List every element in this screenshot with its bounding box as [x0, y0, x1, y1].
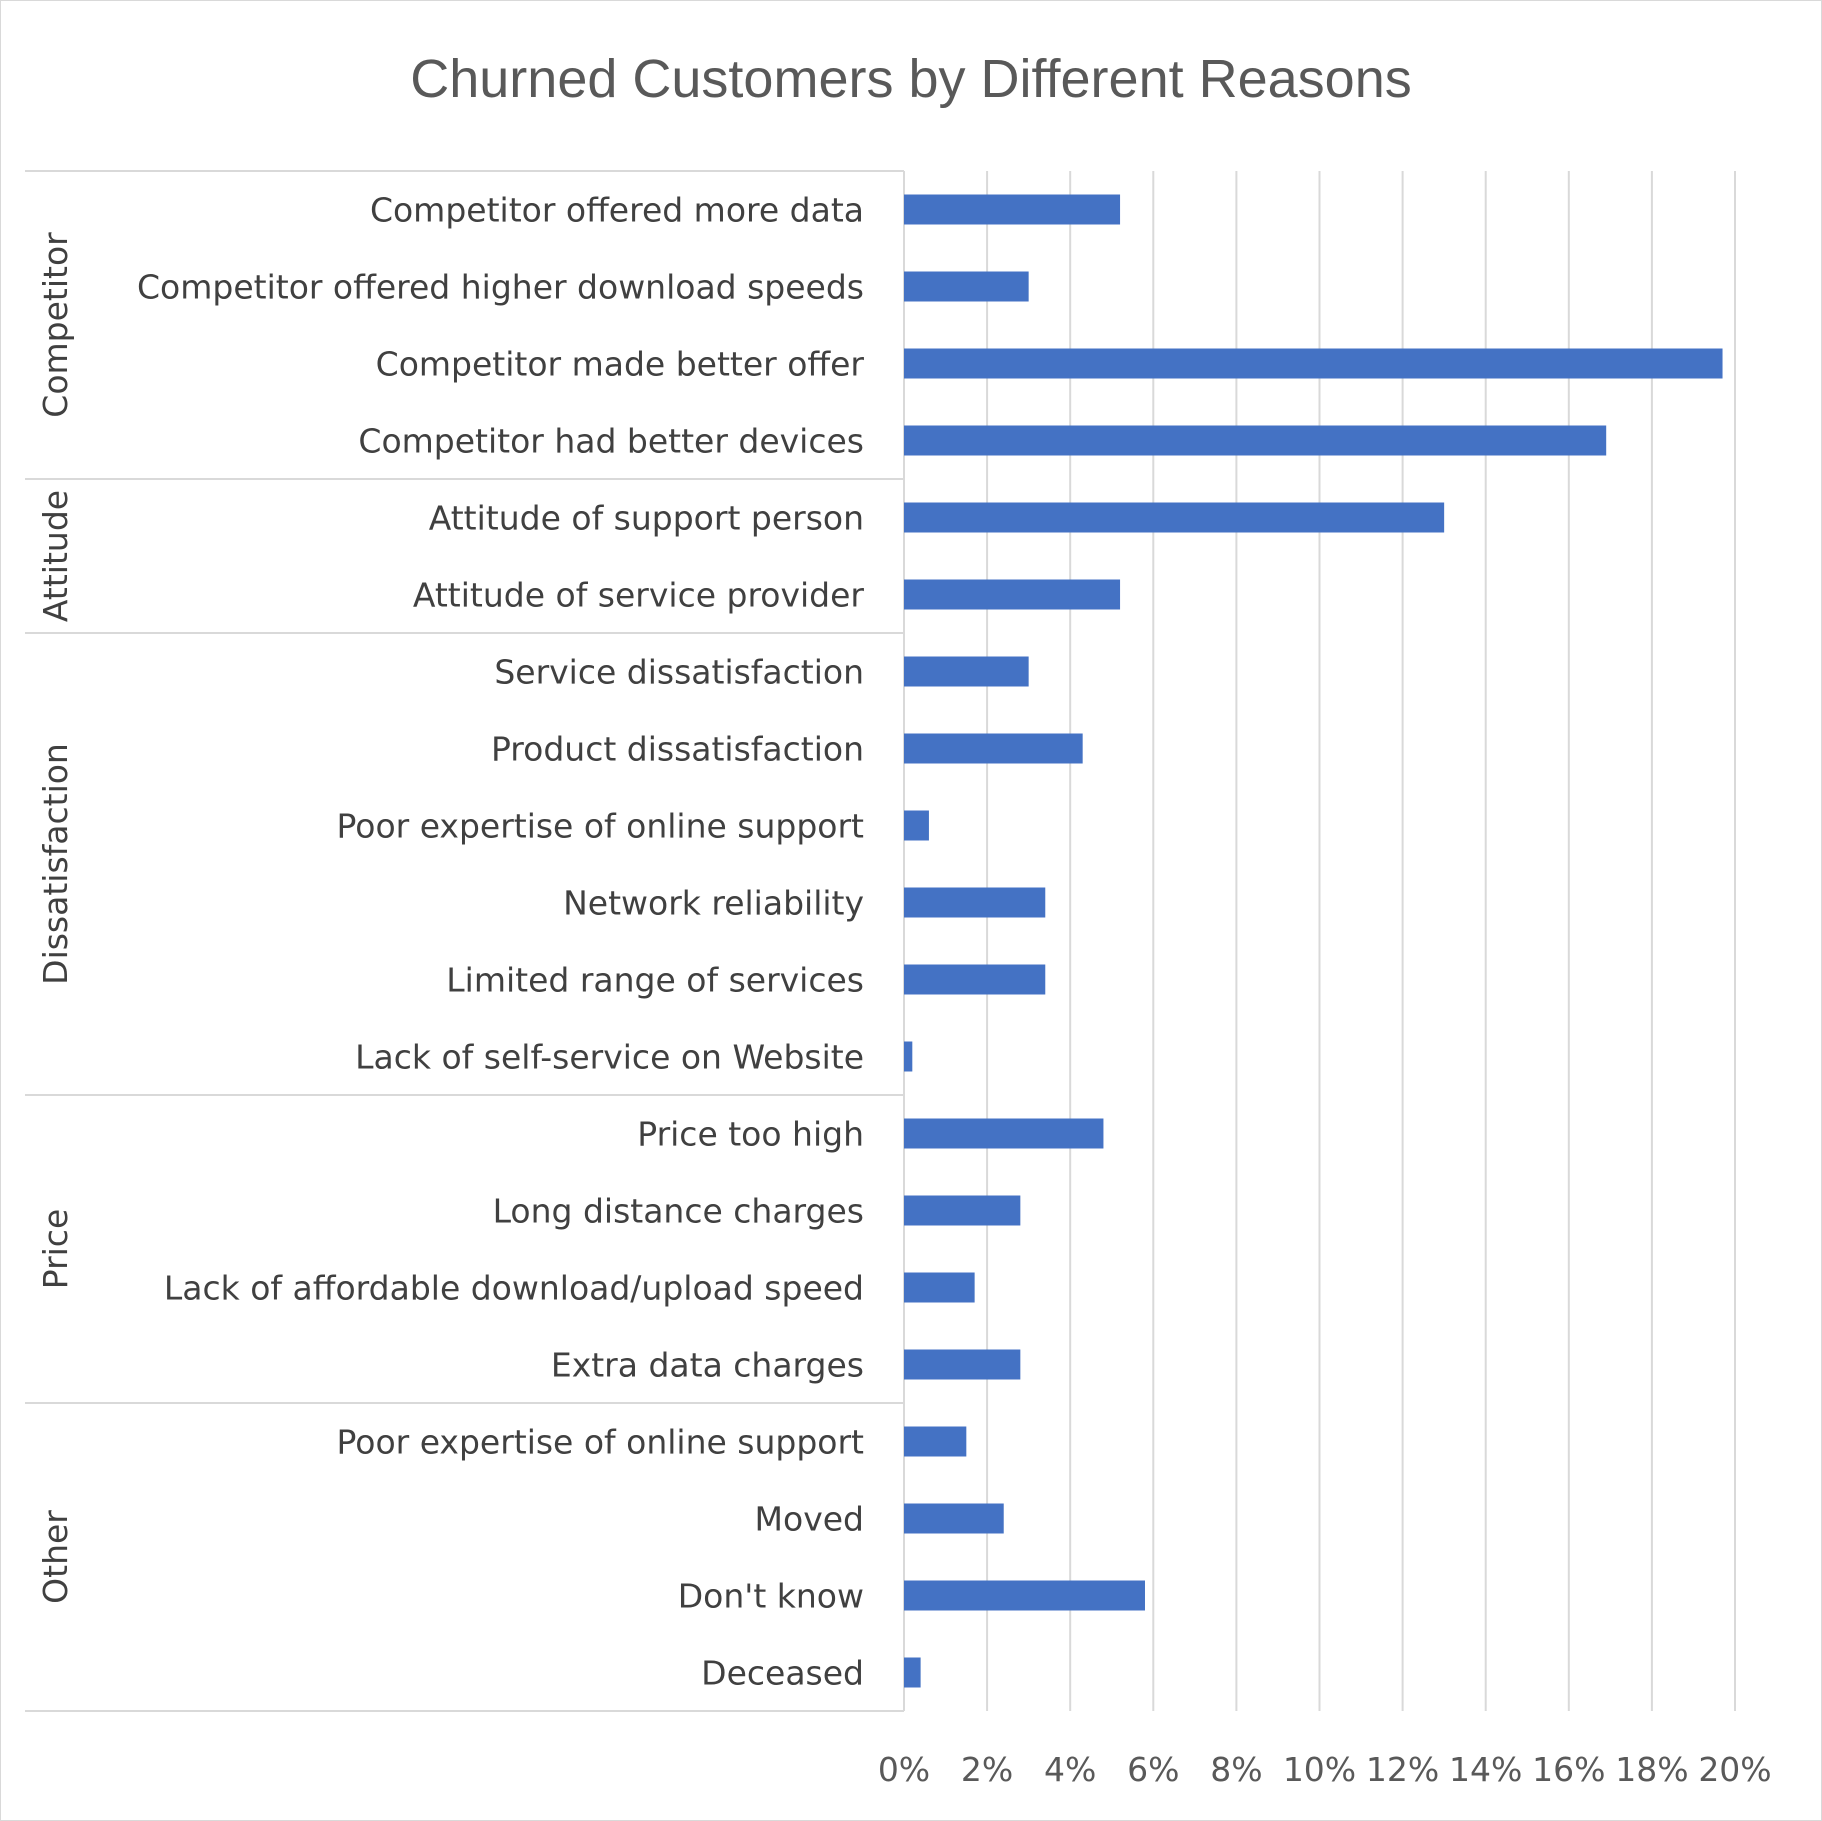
bar	[904, 656, 1029, 687]
bar	[904, 425, 1607, 456]
bar	[904, 1195, 1021, 1226]
x-tick-label: 14%	[1449, 1750, 1522, 1789]
bar	[904, 1503, 1004, 1534]
x-tick-label: 8%	[1210, 1750, 1262, 1789]
category-label: Attitude of support person	[429, 499, 864, 538]
category-label: Network reliability	[563, 884, 864, 923]
bar	[904, 1580, 1145, 1611]
chart-title: Churned Customers by Different Reasons	[410, 49, 1411, 109]
bar	[904, 1041, 913, 1072]
x-tick-label: 10%	[1283, 1750, 1356, 1789]
category-label: Long distance charges	[493, 1192, 864, 1231]
category-label: Poor expertise of online support	[337, 807, 865, 846]
x-tick-label: 6%	[1127, 1750, 1179, 1789]
bar	[904, 887, 1046, 918]
bar	[904, 1118, 1104, 1149]
x-tick-label: 2%	[961, 1750, 1013, 1789]
category-label: Competitor offered higher download speed…	[137, 268, 864, 307]
bar	[904, 1272, 975, 1303]
group-labels: Competitor Attitude Dissatisfaction Price Ot…	[36, 232, 75, 1604]
x-tick-label: 0%	[878, 1750, 930, 1789]
category-label: Don't know	[678, 1577, 864, 1616]
bar	[904, 348, 1723, 379]
category-label: Limited range of services	[446, 961, 864, 1000]
category-label: Competitor offered more data	[370, 191, 864, 230]
bar	[904, 1349, 1021, 1380]
bar	[904, 1426, 967, 1457]
bars	[904, 194, 1723, 1688]
category-label: Competitor had better devices	[358, 422, 864, 461]
category-labels: Competitor offered more data Competitor o…	[137, 191, 864, 1693]
category-label: Deceased	[701, 1654, 864, 1693]
bar	[904, 1657, 921, 1688]
x-tick-label: 4%	[1044, 1750, 1096, 1789]
category-label: Extra data charges	[551, 1346, 864, 1385]
x-tick-label: 12%	[1366, 1750, 1439, 1789]
bar	[904, 733, 1083, 764]
group-label: Competitor	[36, 232, 75, 418]
bar	[904, 502, 1445, 533]
x-tick-label: 16%	[1532, 1750, 1605, 1789]
category-label: Lack of affordable download/upload speed	[164, 1269, 864, 1308]
bar	[904, 810, 929, 841]
group-separators	[25, 170, 905, 1712]
bar	[904, 271, 1029, 302]
group-label: Other	[36, 1510, 75, 1604]
x-tick-label: 20%	[1698, 1750, 1771, 1789]
bar	[904, 194, 1121, 225]
category-label: Attitude of service provider	[413, 576, 865, 615]
group-label: Dissatisfaction	[36, 743, 75, 985]
group-label: Price	[36, 1209, 75, 1290]
x-tick-label: 18%	[1615, 1750, 1688, 1789]
gridlines	[986, 171, 1736, 1711]
category-label: Moved	[755, 1500, 864, 1539]
category-label: Lack of self-service on Website	[355, 1038, 864, 1077]
category-label: Price too high	[637, 1115, 864, 1154]
x-axis-tick-labels: 0% 2% 4% 6% 8% 10% 12% 14% 16% 18% 20%	[878, 1750, 1772, 1789]
bar	[904, 579, 1121, 610]
group-label: Attitude	[36, 490, 75, 622]
category-label: Poor expertise of online support	[337, 1423, 865, 1462]
category-label: Competitor made better offer	[376, 345, 865, 384]
bar	[904, 964, 1046, 995]
category-label: Service dissatisfaction	[494, 653, 864, 692]
category-label: Product dissatisfaction	[491, 730, 864, 769]
